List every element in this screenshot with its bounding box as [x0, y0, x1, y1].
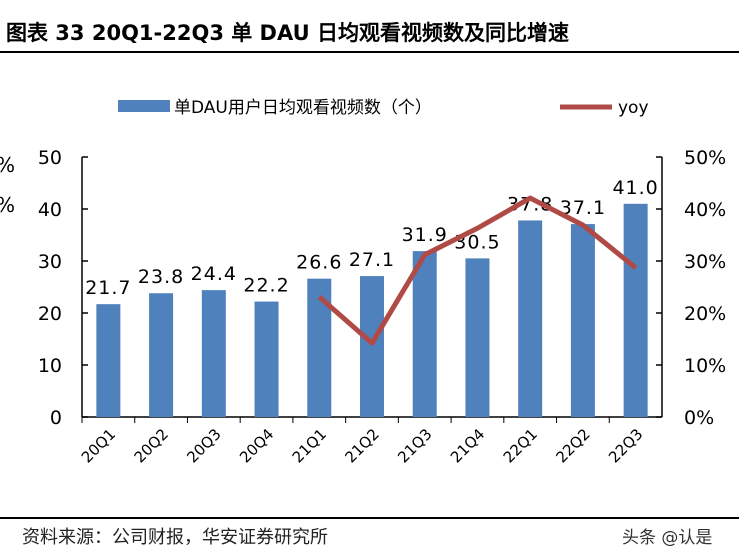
bar-21Q3 [412, 251, 437, 417]
right-tick-label: 40% [684, 199, 726, 221]
bar-20Q3 [201, 290, 226, 417]
legend-bar-swatch [118, 100, 170, 112]
bar-22Q3 [623, 203, 648, 417]
left-tick-label: 20 [38, 303, 62, 325]
bar-data-label: 22.2 [243, 275, 289, 297]
bar-data-label: 26.6 [296, 252, 342, 274]
x-tick-label: 21Q3 [394, 425, 435, 466]
x-tick-label: 21Q2 [342, 425, 383, 466]
right-tick-label: 50% [684, 147, 726, 169]
x-tick-label: 22Q3 [605, 425, 646, 466]
x-tick-label: 20Q1 [78, 425, 119, 466]
x-tick-label: 20Q2 [131, 425, 172, 466]
left-tick-label: 30 [38, 251, 62, 273]
bar-data-label: 27.1 [349, 249, 395, 271]
x-tick-label: 21Q1 [289, 425, 330, 466]
bar-data-label: 23.8 [138, 266, 184, 288]
legend-bar-label: 单DAU用户日均观看视频数（个） [174, 98, 432, 118]
left-tick-label: 50 [38, 147, 62, 169]
right-tick-label: 10% [684, 355, 726, 377]
bar-data-label: 21.7 [85, 277, 131, 299]
bar-data-label: 37.1 [560, 197, 606, 219]
yoy-line [317, 195, 638, 346]
cropped-label: % [0, 153, 15, 177]
bar-22Q1 [518, 220, 543, 417]
bar-data-label: 41.0 [612, 177, 658, 199]
legend-line-label: yoy [618, 98, 649, 118]
x-tick-label: 20Q3 [183, 425, 224, 466]
right-tick-label: 30% [684, 251, 726, 273]
x-tick-label: 22Q2 [552, 425, 593, 466]
bar-20Q1 [96, 304, 121, 417]
right-tick-label: 20% [684, 303, 726, 325]
bar-data-label: 24.4 [191, 263, 237, 285]
x-tick-label: 22Q1 [500, 425, 541, 466]
bar-21Q2 [360, 276, 384, 417]
left-tick-label: 0 [50, 407, 62, 429]
left-tick-label: 10 [38, 355, 62, 377]
watermark: 头条 @认是 [622, 528, 712, 548]
bar-data-label: 31.9 [402, 224, 448, 246]
bar-21Q4 [465, 258, 490, 417]
right-tick-label: 0% [684, 407, 714, 429]
bar-22Q2 [570, 224, 595, 417]
source-note: 资料来源：公司财报，华安证券研究所 [22, 527, 328, 548]
bar-20Q4 [254, 301, 279, 417]
bar-data-label: 37.8 [507, 193, 553, 215]
x-tick-label: 21Q4 [447, 425, 488, 466]
chart-title: 图表 33 20Q1-22Q3 单 DAU 日均观看视频数及同比增速 [6, 21, 569, 45]
x-tick-label: 20Q4 [236, 425, 277, 466]
bar-20Q2 [149, 293, 174, 417]
left-tick-label: 40 [38, 199, 62, 221]
cropped-label: % [0, 193, 15, 217]
